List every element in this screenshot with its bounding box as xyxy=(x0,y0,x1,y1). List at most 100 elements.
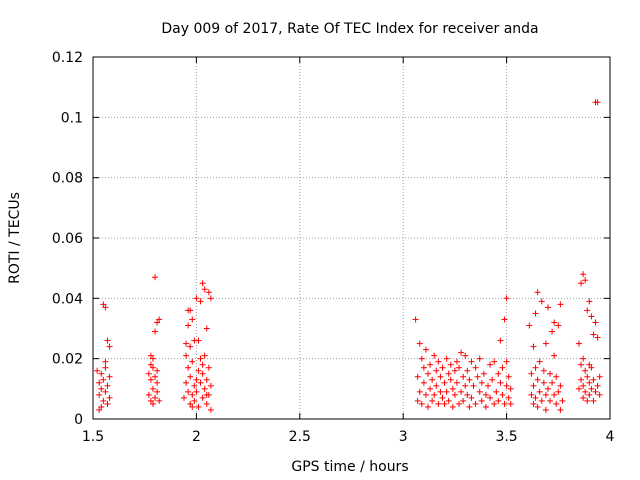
data-point xyxy=(193,376,200,383)
data-point xyxy=(580,382,587,389)
data-point xyxy=(451,391,458,398)
data-point xyxy=(187,400,194,407)
data-point xyxy=(534,376,541,383)
data-point xyxy=(449,403,456,410)
data-point xyxy=(547,397,554,404)
data-point xyxy=(418,355,425,362)
data-point xyxy=(532,394,539,401)
data-point xyxy=(559,397,566,404)
data-point xyxy=(489,376,496,383)
data-point xyxy=(425,403,432,410)
data-point xyxy=(549,328,556,335)
data-point xyxy=(588,313,595,320)
data-point xyxy=(152,373,159,380)
data-point xyxy=(201,385,208,392)
data-point xyxy=(203,325,210,332)
data-point xyxy=(441,379,448,386)
data-point xyxy=(416,388,423,395)
data-point xyxy=(439,394,446,401)
data-point xyxy=(453,358,460,365)
data-point xyxy=(596,373,603,380)
data-point xyxy=(185,322,192,329)
data-point xyxy=(412,316,419,323)
data-point xyxy=(193,388,200,395)
data-point xyxy=(532,364,539,371)
data-point xyxy=(197,379,204,386)
data-point xyxy=(106,394,113,401)
data-point xyxy=(189,358,196,365)
data-point xyxy=(429,397,436,404)
data-point xyxy=(207,382,214,389)
data-point xyxy=(580,271,587,278)
data-point xyxy=(422,346,429,353)
data-point xyxy=(466,376,473,383)
data-point xyxy=(536,388,543,395)
data-point xyxy=(582,367,589,374)
data-point xyxy=(578,361,585,368)
data-point xyxy=(551,352,558,359)
y-tick-label: 0.04 xyxy=(52,291,83,307)
data-point xyxy=(96,391,103,398)
data-point xyxy=(470,382,477,389)
data-point xyxy=(503,382,510,389)
data-point xyxy=(540,379,547,386)
data-point xyxy=(435,400,442,407)
data-point xyxy=(149,400,156,407)
data-point xyxy=(491,400,498,407)
data-point xyxy=(478,397,485,404)
data-point xyxy=(427,385,434,392)
data-point xyxy=(443,388,450,395)
data-point xyxy=(499,391,506,398)
data-point xyxy=(484,382,491,389)
data-point xyxy=(551,319,558,326)
data-point xyxy=(425,370,432,377)
data-point xyxy=(205,289,212,296)
data-point xyxy=(447,361,454,368)
data-point xyxy=(456,400,463,407)
data-point xyxy=(557,406,564,413)
data-point xyxy=(449,385,456,392)
data-point xyxy=(487,361,494,368)
data-point xyxy=(145,370,152,377)
data-point xyxy=(201,352,208,359)
data-point xyxy=(468,358,475,365)
data-point xyxy=(435,358,442,365)
data-point xyxy=(456,364,463,371)
data-point xyxy=(185,388,192,395)
data-point xyxy=(106,373,113,380)
data-point xyxy=(584,307,591,314)
data-point xyxy=(507,400,514,407)
data-point xyxy=(185,307,192,314)
y-tick-label: 0.06 xyxy=(52,231,83,247)
data-point xyxy=(100,397,107,404)
data-point xyxy=(586,379,593,386)
data-point xyxy=(495,370,502,377)
data-point xyxy=(189,403,196,410)
data-point xyxy=(474,373,481,380)
data-point xyxy=(433,382,440,389)
data-point xyxy=(584,373,591,380)
data-point xyxy=(100,376,107,383)
data-point xyxy=(553,373,560,380)
data-point xyxy=(507,385,514,392)
data-point xyxy=(156,397,163,404)
data-point xyxy=(466,403,473,410)
data-point xyxy=(447,376,454,383)
data-point xyxy=(98,385,105,392)
axis-ticks: 1.5 2 2.5 3 3.5 4 0 0.02 0.04 0.06 0.08 0.1 0.12 xyxy=(52,50,615,445)
data-point xyxy=(439,364,446,371)
data-point xyxy=(203,376,210,383)
data-point xyxy=(594,99,601,106)
data-point xyxy=(427,361,434,368)
data-point xyxy=(540,367,547,374)
data-point xyxy=(441,400,448,407)
data-point xyxy=(203,391,210,398)
y-tick-label: 0.1 xyxy=(61,110,83,126)
data-point xyxy=(555,388,562,395)
data-point xyxy=(154,367,161,374)
data-point xyxy=(528,391,535,398)
data-point xyxy=(528,370,535,377)
data-point xyxy=(199,280,206,287)
data-point xyxy=(503,358,510,365)
data-point xyxy=(199,394,206,401)
